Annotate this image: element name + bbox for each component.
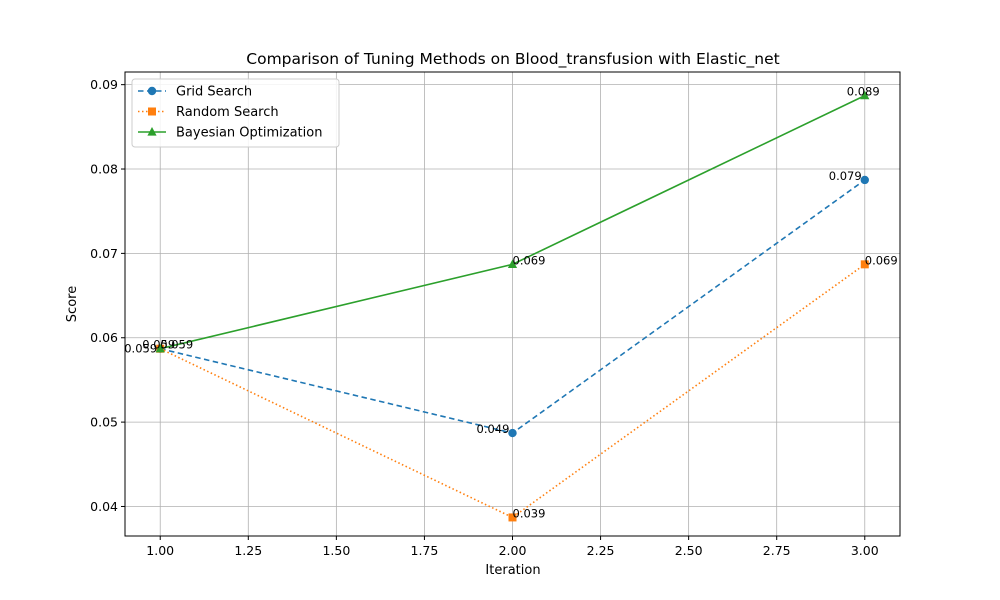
y-tick-label: 0.08 xyxy=(90,162,118,177)
data-label: 0.069 xyxy=(513,253,546,267)
legend-entry: Random Search xyxy=(138,105,279,120)
y-axis-label: Score xyxy=(65,286,80,322)
data-label: 0.069 xyxy=(865,253,898,267)
x-tick-label: 1.75 xyxy=(411,543,439,558)
x-tick-label: 2.75 xyxy=(763,543,791,558)
y-tick-label: 0.09 xyxy=(90,77,118,92)
x-tick-label: 3.00 xyxy=(851,543,879,558)
data-label: 0.059 xyxy=(124,342,157,356)
legend-label: Grid Search xyxy=(176,85,252,100)
legend-label: Bayesian Optimization xyxy=(176,126,322,141)
chart-title: Comparison of Tuning Methods on Blood_tr… xyxy=(246,50,779,69)
legend-marker xyxy=(147,86,157,96)
legend-entry: Grid Search xyxy=(138,85,252,100)
data-labels: 0.059 0.049 0.079 0.059 0.039 0.069 0.059 0.069… xyxy=(124,85,897,521)
data-label: 0.059 xyxy=(160,338,193,352)
y-tick-label: 0.04 xyxy=(90,499,118,514)
data-label: 0.049 xyxy=(477,422,510,436)
axes: 1.00 1.25 1.50 1.75 2.00 2.25 2.50 2.75 3.00 0.04… xyxy=(90,71,901,558)
y-tick-label: 0.05 xyxy=(90,415,118,430)
series-point xyxy=(860,175,869,185)
x-tick-label: 1.00 xyxy=(146,543,174,558)
legend: Grid Search Random Search Bayesian Optimiz… xyxy=(131,78,340,148)
series-point xyxy=(155,343,165,353)
legend-label: Random Search xyxy=(176,105,279,120)
legend-marker xyxy=(148,107,156,116)
x-tick-label: 1.25 xyxy=(234,543,262,558)
series-layer xyxy=(155,90,870,522)
data-label: 0.079 xyxy=(829,169,862,183)
legend-marker xyxy=(147,127,157,136)
series-bayesian-optimization xyxy=(155,90,870,353)
series-point xyxy=(508,428,517,438)
series-point xyxy=(508,513,517,522)
grid xyxy=(125,72,900,536)
x-tick-label: 1.50 xyxy=(322,543,350,558)
data-label: 0.059 xyxy=(142,338,175,352)
legend-entry: Bayesian Optimization xyxy=(138,126,322,141)
data-label: 0.089 xyxy=(847,85,880,99)
y-tick-label: 0.07 xyxy=(90,246,118,261)
x-tick-label: 2.00 xyxy=(499,543,527,558)
y-tick-label: 0.06 xyxy=(90,330,118,345)
series-point xyxy=(860,90,870,100)
series-point xyxy=(860,260,869,269)
x-tick-label: 2.50 xyxy=(675,543,703,558)
x-tick-label: 2.25 xyxy=(587,543,615,558)
data-label: 0.039 xyxy=(513,506,546,520)
x-axis-label: Iteration xyxy=(485,563,540,578)
series-point xyxy=(507,259,518,268)
legend-box xyxy=(131,78,340,148)
